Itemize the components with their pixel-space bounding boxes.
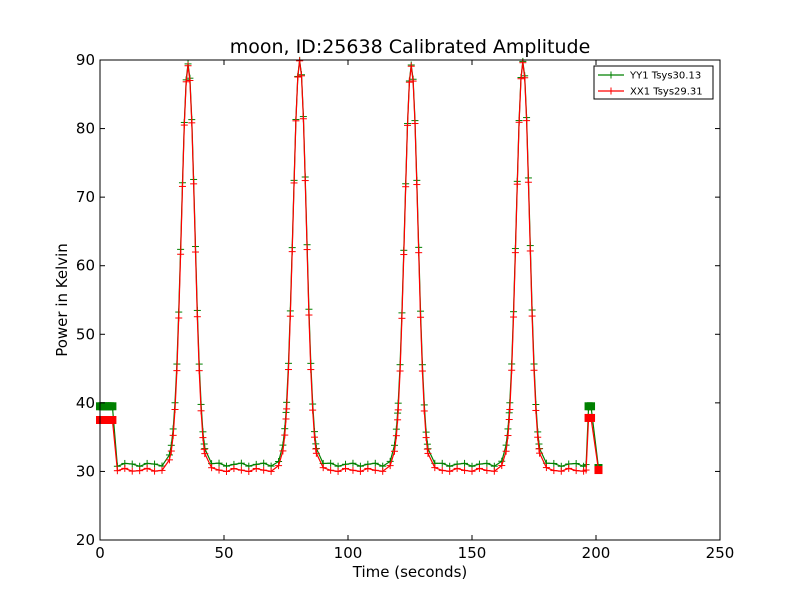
chart-title: moon, ID:25638 Calibrated Amplitude [230,36,591,58]
x-axis-title: Time (seconds) [352,563,468,581]
x-tick-label: 0 [95,544,105,562]
plot-frame [99,59,721,541]
y-tick-label: 20 [76,531,95,549]
y-tick-label: 60 [76,257,95,275]
data-point [587,413,596,422]
x-tick-label: 250 [706,544,735,562]
data-point [108,402,117,411]
data-point [594,466,603,475]
x-tick-label: 200 [582,544,611,562]
y-tick-label: 90 [76,51,95,69]
y-tick-label: 50 [76,325,95,343]
legend: YY1 Tsys30.13 XX1 Tsys29.31 [593,65,714,100]
x-tick-label: 50 [214,544,233,562]
x-tick-label: 150 [458,544,487,562]
y-tick-label: 40 [76,394,95,412]
y-tick-label: 70 [76,188,95,206]
y-tick-label: 80 [76,120,95,138]
legend-box [593,65,714,100]
legend-label: YY1 Tsys30.13 [629,71,701,82]
legend-label: XX1 Tsys29.31 [630,87,703,98]
y-axis-title: Power in Kelvin [53,243,71,357]
x-tick-label: 100 [334,544,363,562]
axes: 0 50 100 150 200 250 20 30 40 50 60 70 80 90 [76,51,734,562]
data-point [587,402,596,411]
plot-area [96,56,603,475]
y-tick-label: 30 [76,462,95,480]
data-point [108,416,117,424]
